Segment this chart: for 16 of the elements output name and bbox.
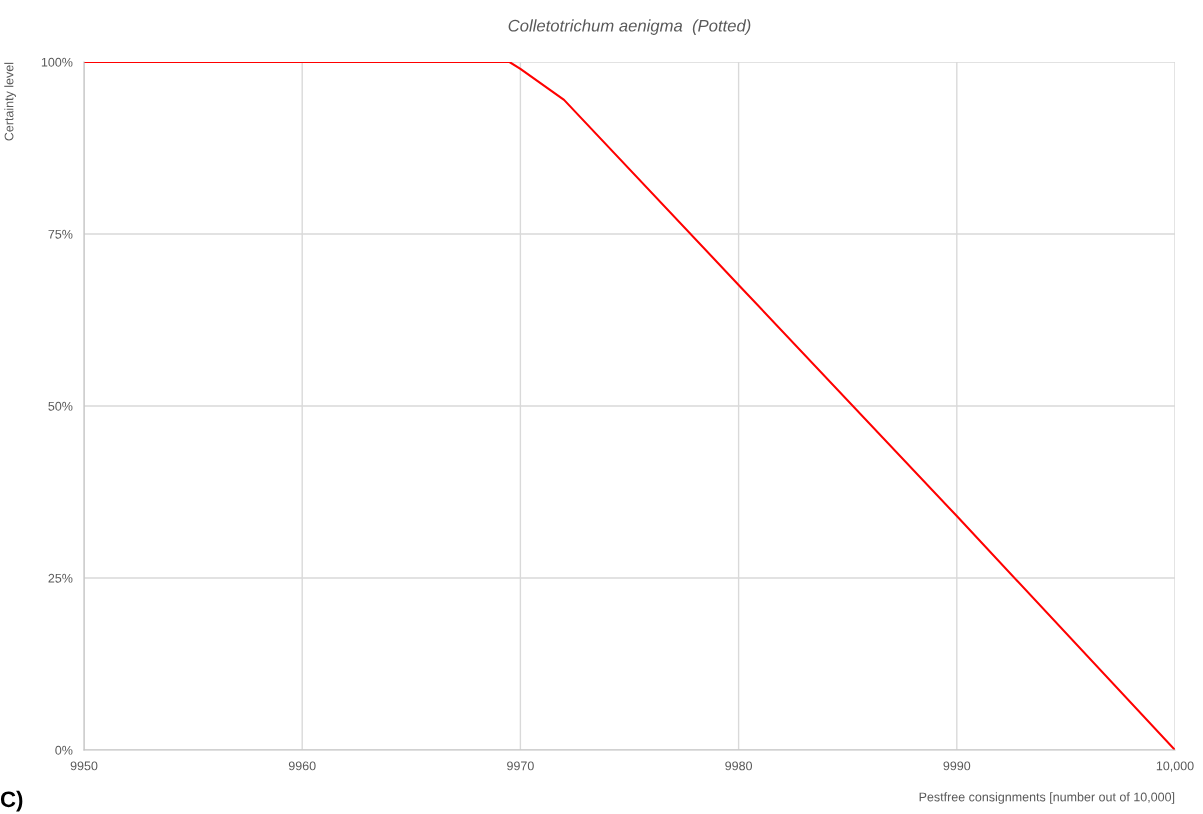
x-tick-label: 9960 [288,761,316,771]
y-tick-label: 25% [48,573,73,583]
x-tick-label: 9980 [725,761,753,771]
x-axis-title: Pestfree consignments [number out of 10,000] [919,792,1175,804]
x-tick-label: 9970 [507,761,534,771]
x-tick-label: 10,000 [1156,761,1194,772]
y-tick-label: 0% [55,745,73,755]
y-tick-label: 50% [48,401,73,411]
x-tick-label: 9990 [943,761,971,771]
line-series [84,62,1175,750]
x-tick-label: 9950 [70,761,98,771]
chart-title: Colletotrichum aenigma (Potted) [508,19,751,35]
y-tick-label: 75% [48,229,73,239]
y-tick-label: 100% [41,57,73,67]
y-axis-title: Certainty level [4,62,16,141]
text: C) [0,790,23,812]
